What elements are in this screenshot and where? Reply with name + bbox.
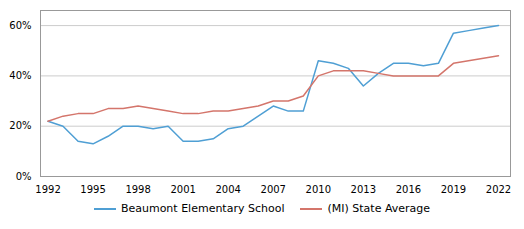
svg-text:2010: 2010 bbox=[306, 184, 331, 195]
svg-text:1992: 1992 bbox=[35, 184, 60, 195]
svg-text:20%: 20% bbox=[9, 120, 31, 131]
svg-text:2001: 2001 bbox=[170, 184, 195, 195]
svg-text:2022: 2022 bbox=[486, 184, 511, 195]
svg-text:1998: 1998 bbox=[125, 184, 150, 195]
svg-text:1995: 1995 bbox=[80, 184, 105, 195]
svg-text:2007: 2007 bbox=[261, 184, 286, 195]
html-text:(MI) State Average: (MI) State Average bbox=[327, 202, 431, 215]
svg-text:2013: 2013 bbox=[351, 184, 376, 195]
svg-text:2019: 2019 bbox=[441, 184, 466, 195]
html-text:Beaumont Elementary School: Beaumont Elementary School bbox=[120, 202, 285, 215]
svg-text:0%: 0% bbox=[16, 171, 32, 182]
svg-text:60%: 60% bbox=[9, 20, 31, 31]
svg-text:2016: 2016 bbox=[396, 184, 421, 195]
svg-text:2004: 2004 bbox=[215, 184, 240, 195]
svg-text:40%: 40% bbox=[9, 70, 31, 81]
